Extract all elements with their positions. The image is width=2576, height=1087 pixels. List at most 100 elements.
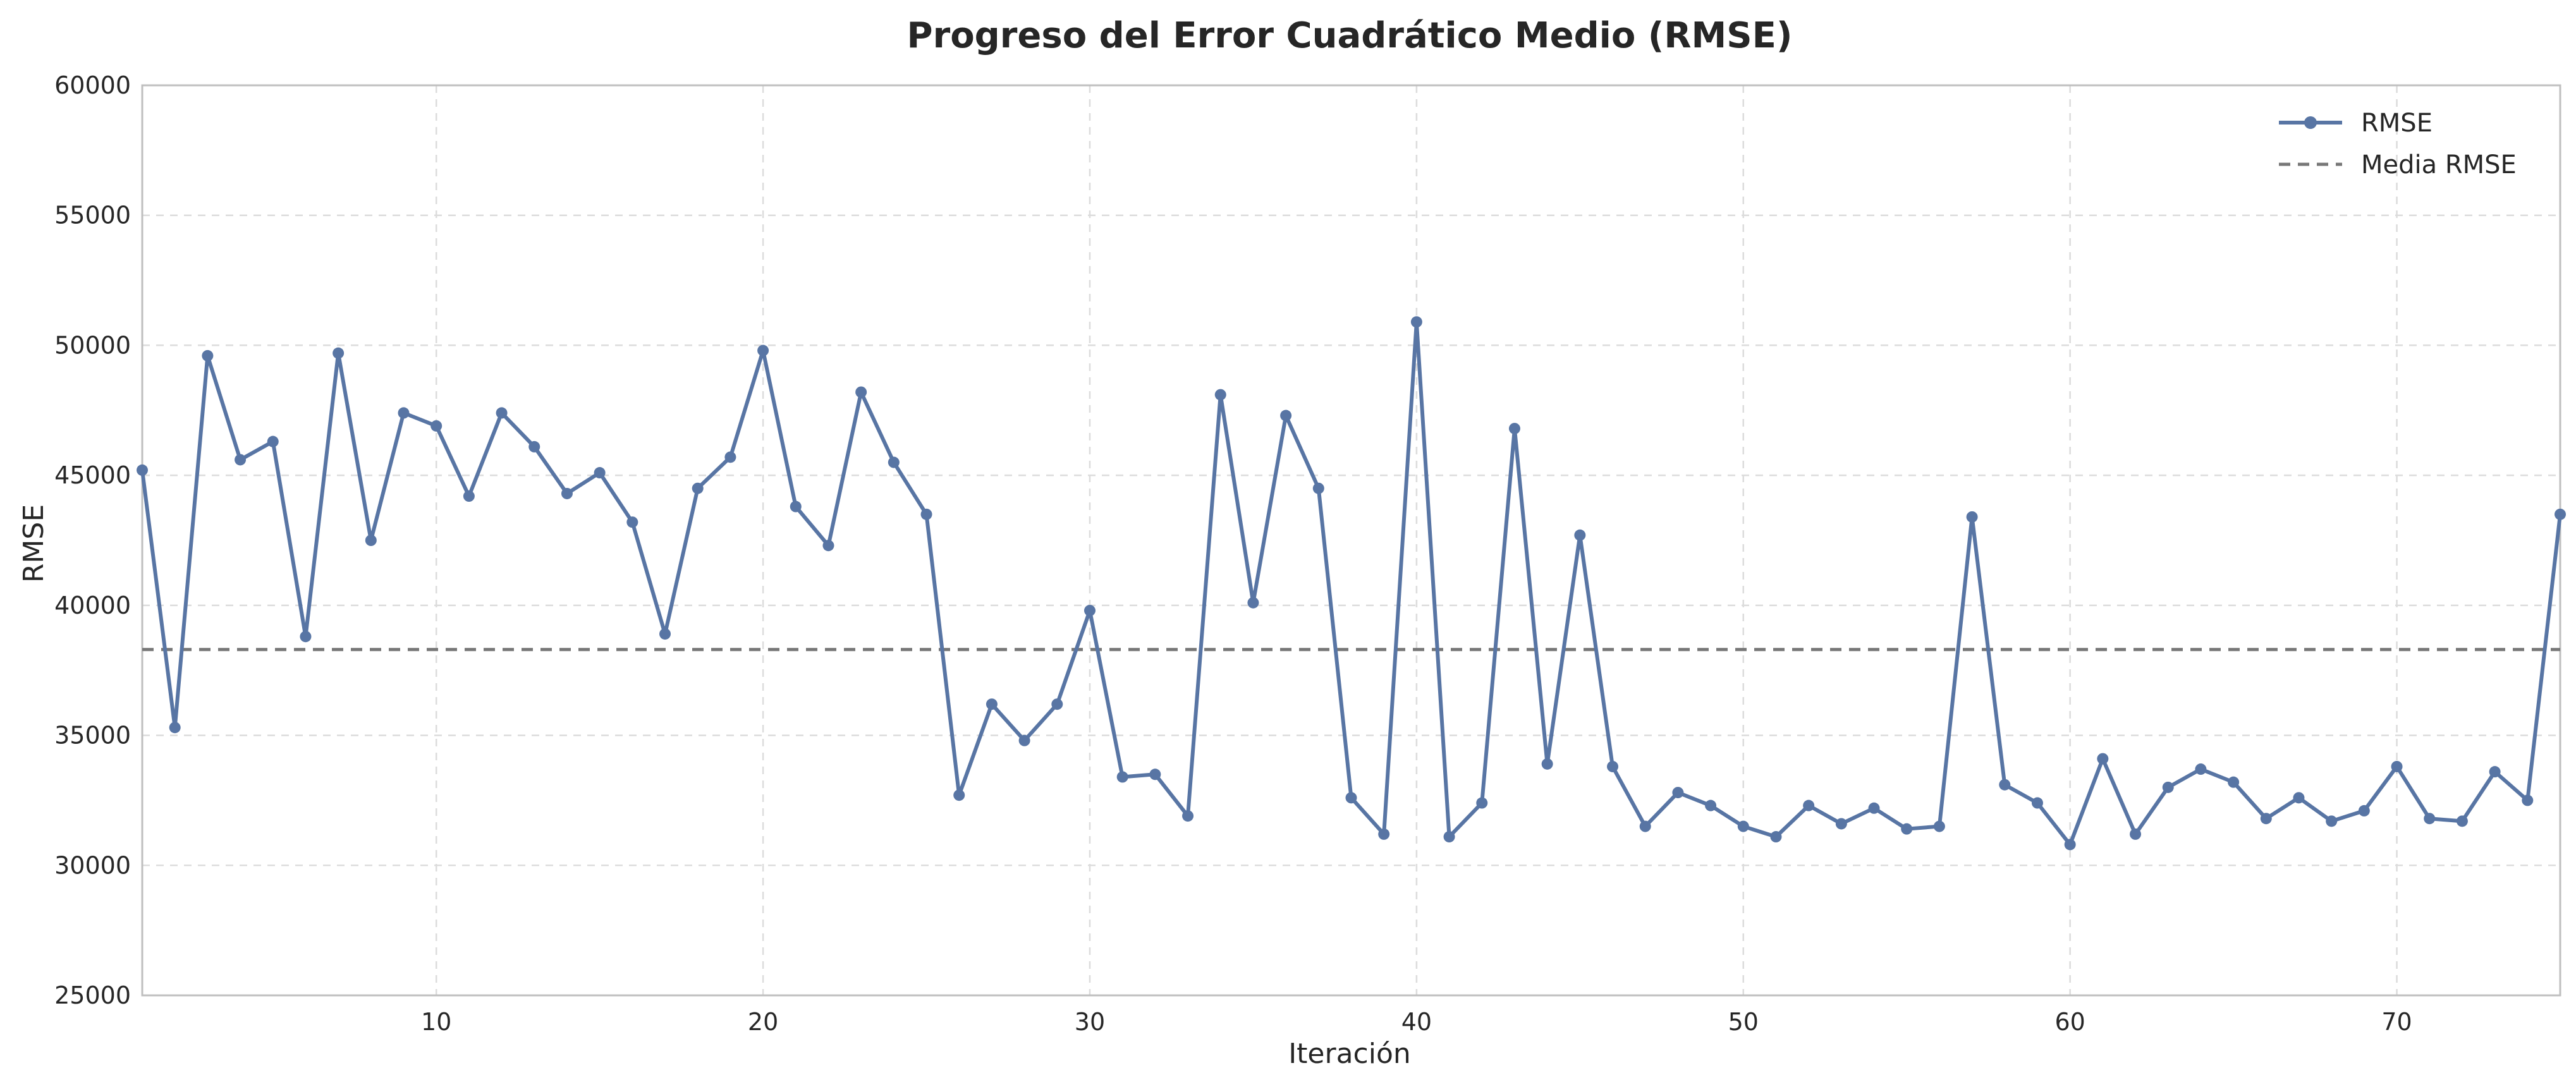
rmse-point — [757, 344, 769, 356]
rmse-point — [137, 464, 148, 476]
rmse-point — [2555, 508, 2566, 520]
y-tick-label: 25000 — [54, 981, 131, 1009]
rmse-point — [1149, 768, 1161, 780]
rmse-point — [2195, 763, 2207, 775]
rmse-point — [986, 698, 998, 710]
rmse-point — [1476, 797, 1488, 809]
rmse-series — [137, 316, 2566, 851]
rmse-point — [594, 467, 606, 479]
x-tick-label: 40 — [1401, 1008, 1432, 1036]
rmse-point — [692, 482, 704, 494]
rmse-point — [2097, 753, 2109, 765]
rmse-point — [1116, 771, 1128, 783]
rmse-point — [953, 789, 965, 801]
rmse-point — [2424, 813, 2436, 825]
x-tick-label: 10 — [421, 1008, 451, 1036]
legend-rmse-marker — [2304, 116, 2317, 129]
rmse-point — [1541, 758, 1553, 770]
rmse-point — [1182, 810, 1194, 822]
rmse-point — [1051, 698, 1063, 710]
chart-title: Progreso del Error Cuadrático Medio (RMS… — [907, 15, 1793, 56]
y-tick-label: 55000 — [54, 202, 131, 229]
grid — [142, 85, 2560, 995]
rmse-point — [2031, 797, 2043, 809]
rmse-point — [888, 456, 900, 468]
rmse-point — [1345, 792, 1357, 804]
x-axis-label: Iteración — [1288, 1038, 1411, 1070]
y-tick-label: 50000 — [54, 331, 131, 359]
rmse-point — [2064, 839, 2076, 851]
x-axis-ticks: 10 20 30 40 50 60 70 — [421, 1008, 2412, 1036]
rmse-point — [267, 435, 279, 447]
rmse-point — [1214, 389, 1226, 401]
rmse-point — [1868, 802, 1880, 814]
legend-rmse-label: RMSE — [2361, 109, 2433, 138]
rmse-point — [1084, 605, 1096, 617]
rmse-point — [169, 722, 181, 734]
rmse-point — [724, 451, 736, 463]
rmse-point — [398, 407, 410, 419]
rmse-point — [626, 516, 638, 528]
rmse-point — [1443, 831, 1455, 843]
rmse-point — [1639, 820, 1651, 832]
rmse-point — [1607, 760, 1619, 772]
rmse-point — [1280, 410, 1292, 422]
rmse-point — [1574, 529, 1586, 541]
rmse-point — [528, 440, 540, 452]
rmse-point — [2228, 776, 2240, 788]
x-tick-label: 70 — [2381, 1008, 2412, 1036]
rmse-point — [2391, 760, 2403, 772]
rmse-point — [1966, 511, 1978, 523]
rmse-point — [2489, 766, 2501, 778]
rmse-point — [463, 490, 475, 502]
rmse-point — [430, 420, 443, 432]
rmse-point — [1410, 316, 1422, 328]
rmse-point — [333, 347, 345, 359]
rmse-point — [1933, 820, 1945, 832]
rmse-point — [2522, 794, 2534, 806]
rmse-point — [2260, 813, 2272, 825]
rmse-point — [2326, 815, 2338, 827]
y-tick-label: 60000 — [54, 71, 131, 99]
rmse-point — [1737, 820, 1749, 832]
y-tick-label: 35000 — [54, 722, 131, 750]
rmse-point — [561, 487, 573, 499]
rmse-point — [2456, 815, 2468, 827]
x-tick-label: 30 — [1075, 1008, 1105, 1036]
rmse-point — [1378, 828, 1390, 840]
rmse-point — [365, 535, 377, 546]
rmse-point — [790, 501, 802, 513]
plot-frame — [141, 84, 2561, 997]
rmse-point — [1803, 799, 1815, 811]
x-tick-label: 20 — [748, 1008, 778, 1036]
y-axis-label: RMSE — [18, 504, 50, 583]
rmse-point — [1770, 831, 1782, 843]
legend-mean-label: Media RMSE — [2361, 150, 2517, 179]
rmse-point — [300, 631, 312, 643]
rmse-point — [920, 508, 932, 520]
x-tick-label: 50 — [1728, 1008, 1759, 1036]
rmse-point — [855, 386, 867, 398]
rmse-point — [1508, 423, 1520, 435]
rmse-point — [1312, 482, 1324, 494]
rmse-point — [2130, 828, 2142, 840]
rmse-point — [235, 454, 247, 466]
y-tick-label: 40000 — [54, 592, 131, 619]
rmse-point — [1835, 818, 1847, 830]
rmse-point — [1247, 597, 1259, 609]
rmse-point — [822, 540, 834, 552]
rmse-point — [1999, 779, 2011, 791]
rmse-point — [2358, 805, 2370, 817]
rmse-point — [659, 628, 671, 640]
y-tick-label: 45000 — [54, 461, 131, 489]
rmse-point — [1901, 823, 1913, 835]
y-tick-label: 30000 — [54, 851, 131, 879]
rmse-point — [1018, 734, 1030, 746]
rmse-point — [1705, 799, 1717, 811]
x-tick-label: 60 — [2054, 1008, 2085, 1036]
legend: RMSE Media RMSE — [2279, 109, 2517, 179]
rmse-point — [2162, 781, 2174, 793]
rmse-point — [2293, 792, 2305, 804]
rmse-point — [1672, 787, 1684, 799]
